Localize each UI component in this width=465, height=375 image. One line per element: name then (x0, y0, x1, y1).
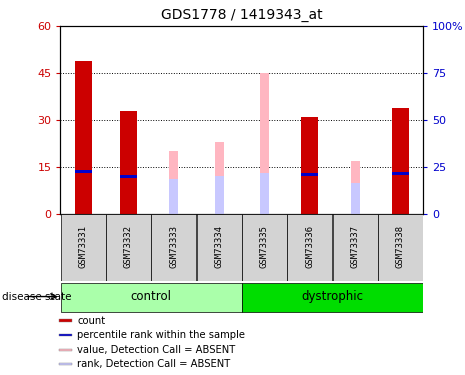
Text: GSM73331: GSM73331 (79, 225, 87, 268)
Bar (301, 173, 319, 176)
Text: dystrophic: dystrophic (301, 290, 364, 303)
Text: GSM73333: GSM73333 (169, 225, 178, 268)
Text: GSM73336: GSM73336 (306, 225, 314, 268)
Text: GSM73332: GSM73332 (124, 225, 133, 268)
Title: GDS1778 / 1419343_at: GDS1778 / 1419343_at (161, 9, 323, 22)
Text: GSM73338: GSM73338 (396, 225, 405, 268)
Bar (332, 214, 378, 280)
Text: value, Detection Call = ABSENT: value, Detection Call = ABSENT (77, 345, 235, 355)
Bar (378, 214, 423, 280)
Bar (59, 363, 72, 365)
Bar (214, 142, 224, 214)
Bar (151, 214, 196, 280)
Bar (120, 111, 137, 214)
Bar (59, 320, 72, 322)
Bar (260, 173, 269, 214)
Text: GSM73335: GSM73335 (260, 225, 269, 268)
Bar (106, 214, 151, 280)
Text: GSM73334: GSM73334 (215, 225, 224, 268)
Bar (301, 117, 319, 214)
Bar (392, 172, 409, 175)
Bar (287, 214, 332, 280)
Bar (392, 108, 409, 214)
Bar (351, 160, 360, 214)
Bar (169, 151, 179, 214)
Bar (120, 175, 137, 178)
Text: percentile rank within the sample: percentile rank within the sample (77, 330, 245, 340)
Bar (242, 283, 423, 312)
Text: count: count (77, 315, 105, 326)
Bar (351, 183, 360, 214)
Bar (74, 170, 92, 173)
Bar (59, 348, 72, 351)
Text: GSM73337: GSM73337 (351, 225, 359, 268)
Text: control: control (131, 290, 172, 303)
Bar (169, 179, 179, 214)
Bar (197, 214, 242, 280)
Text: disease state: disease state (2, 292, 72, 302)
Bar (260, 73, 269, 214)
Bar (242, 214, 287, 280)
Text: rank, Detection Call = ABSENT: rank, Detection Call = ABSENT (77, 359, 231, 369)
Bar (74, 61, 92, 214)
Bar (214, 176, 224, 214)
Bar (59, 334, 72, 336)
Bar (60, 283, 242, 312)
Bar (60, 214, 106, 280)
